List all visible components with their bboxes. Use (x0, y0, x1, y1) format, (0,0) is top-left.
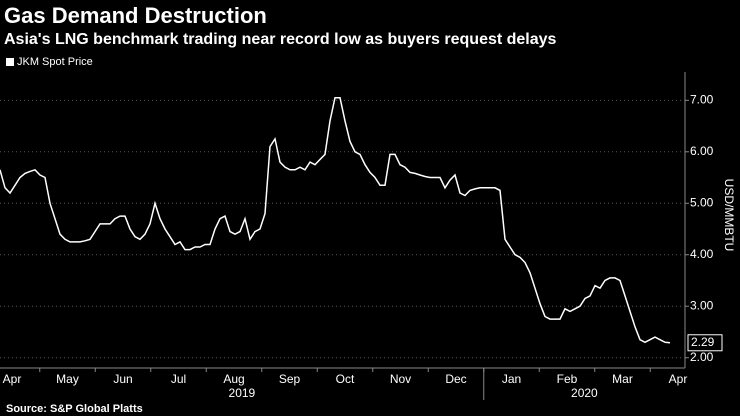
x-tick-label: Jan (502, 372, 521, 386)
y-tick-label: 6.00 (690, 144, 714, 158)
legend-label: JKM Spot Price (17, 56, 93, 68)
x-tick-label: Nov (390, 372, 411, 386)
last-value-label: 2.29 (691, 335, 715, 349)
data-line (0, 96, 671, 344)
last-value-box (687, 334, 723, 352)
x-tick-label: Feb (557, 372, 578, 386)
legend-swatch (6, 58, 14, 66)
x-tick-label: Oct (336, 372, 355, 386)
x-tick-label: Dec (445, 372, 466, 386)
source: Source: S&P Global Platts (6, 403, 143, 415)
x-tick-label: Apr (3, 372, 22, 386)
year-label: 2019 (229, 386, 256, 400)
y-tick-label: 7.00 (690, 92, 714, 106)
chart-title: Gas Demand Destruction (4, 3, 267, 28)
y-tick-label: 5.00 (690, 195, 714, 209)
x-tick-label: Mar (612, 372, 633, 386)
x-tick-label: Jul (171, 372, 186, 386)
chart-subtitle: Asia's LNG benchmark trading near record… (4, 31, 557, 48)
x-tick-label: Sep (279, 372, 301, 386)
year-label: 2020 (571, 386, 598, 400)
x-tick-label: Jun (113, 372, 132, 386)
x-tick-label: May (56, 372, 79, 386)
x-tick-label: Apr (669, 372, 688, 386)
x-tick-label: Aug (223, 372, 244, 386)
y-tick-label: 3.00 (690, 298, 714, 312)
y-tick-label: 4.00 (690, 247, 714, 261)
y-axis-label: USD/MMBTU (722, 179, 736, 252)
y-tick-label: 2.00 (690, 350, 714, 364)
